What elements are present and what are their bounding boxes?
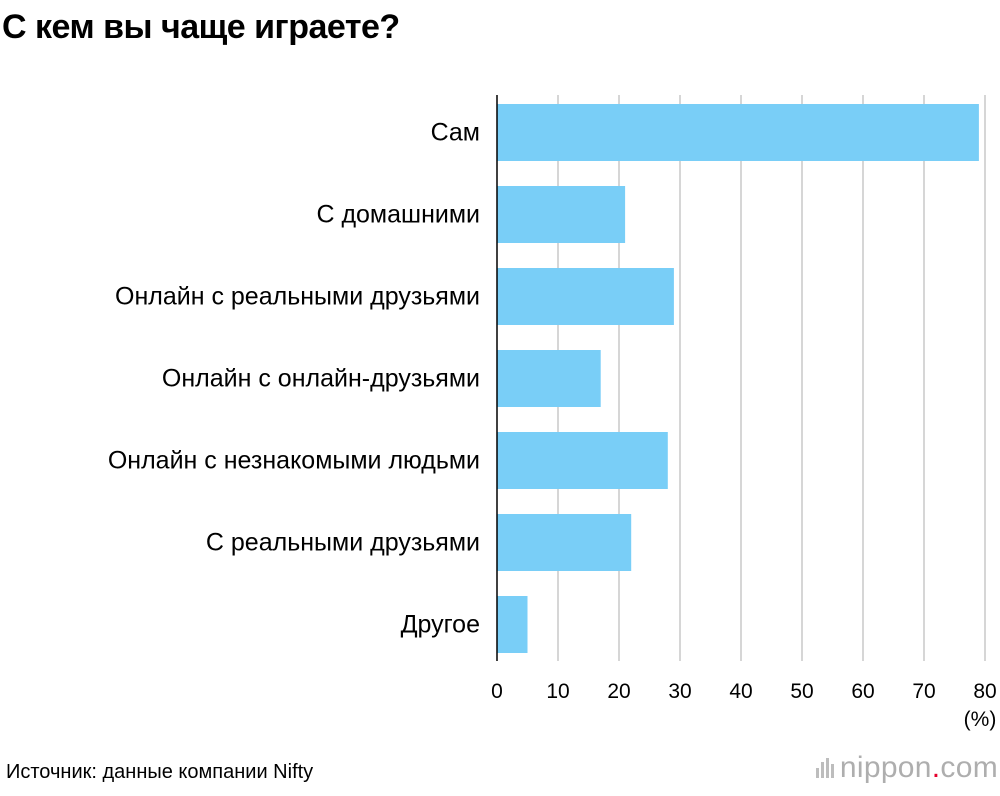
brand-name: nippon [839,751,932,784]
brand-mark-icon [815,758,834,778]
brand-logo: nippon.com [815,752,998,784]
category-label-3: Онлайн с реальными друзьями [115,283,480,311]
x-tick-label-20: 20 [607,680,630,703]
category-label-7: Другое [401,611,480,639]
source-note: Источник: данные компании Nifty [6,761,314,783]
x-tick-label-30: 30 [668,680,691,703]
bar-7 [497,596,528,653]
x-tick-label-0: 0 [491,680,503,703]
bar-2 [497,186,626,243]
category-label-6: С реальными друзьями [206,529,480,557]
category-labels: Сам С домашними Онлайн с реальными друзьям… [108,119,480,639]
x-tick-label-70: 70 [912,680,935,703]
bar-1 [497,104,979,161]
grid-lines [557,95,986,661]
bar-3 [497,268,674,325]
chart-title: С кем вы чаще играете? [2,8,400,46]
brand-wordmark: nippon.com [840,752,998,784]
x-tick-label-80: 80 [973,680,996,703]
brand-dot: . [931,751,941,784]
category-label-1: Сам [431,119,480,147]
bar-5 [497,432,668,489]
bar-6 [497,514,632,571]
x-tick-label-40: 40 [729,680,752,703]
bar-4 [497,350,601,407]
bars [497,104,979,653]
x-tick-label-60: 60 [851,680,874,703]
category-label-2: С домашними [316,201,480,229]
category-label-4: Онлайн с онлайн-друзьями [162,365,480,393]
brand-tld: com [940,751,998,784]
x-tick-label-50: 50 [790,680,813,703]
x-tick-labels: 0 10 20 30 40 50 60 70 80 [491,680,997,703]
x-unit-label: (%) [964,708,997,731]
category-label-5: Онлайн с незнакомыми людьми [108,447,480,475]
x-tick-label-10: 10 [546,680,569,703]
